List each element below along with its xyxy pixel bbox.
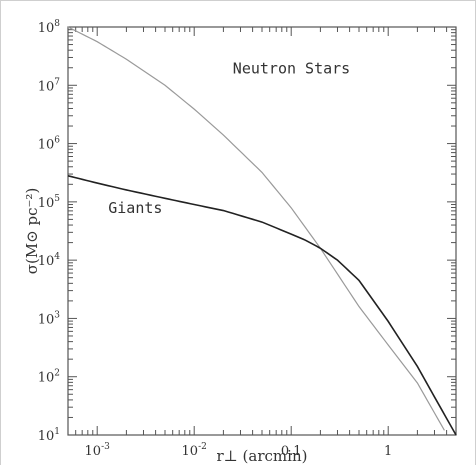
annotations: Neutron Stars Giants	[108, 59, 350, 216]
x-tick-label: 10-2	[182, 442, 207, 459]
y-tick-label: 101	[38, 427, 60, 444]
y-tick-label: 108	[38, 19, 61, 36]
series-layer	[67, 26, 457, 436]
x-tick-label: 1	[384, 444, 392, 459]
y-tick-label: 104	[38, 252, 61, 269]
plot-area-border	[67, 26, 457, 436]
y-tick-label: 105	[38, 194, 61, 211]
x-tick-label: 10-3	[85, 442, 111, 459]
y-tick-label: 103	[38, 310, 61, 327]
y-tick-label: 102	[38, 369, 60, 386]
minor-ticks	[67, 27, 457, 435]
series-line-neutron-stars	[67, 26, 445, 431]
y-tick-labels: 101 102 103 104 105 106 107 108	[38, 19, 61, 444]
major-ticks	[68, 26, 456, 436]
x-tick-label: 0.1	[281, 444, 302, 459]
x-tick-labels: 10-3 10-2 0.1 1	[85, 442, 393, 459]
y-tick-label: 107	[38, 77, 61, 94]
y-axis-label: σ(M⊙ pc⁻²)	[23, 188, 41, 275]
series-line-giants	[67, 175, 457, 436]
x-axis-label: r⊥ (arcmin)	[217, 447, 308, 465]
y-tick-label: 106	[38, 136, 61, 153]
annotation-giants: Giants	[108, 199, 162, 217]
annotation-neutron-stars: Neutron Stars	[233, 59, 350, 77]
